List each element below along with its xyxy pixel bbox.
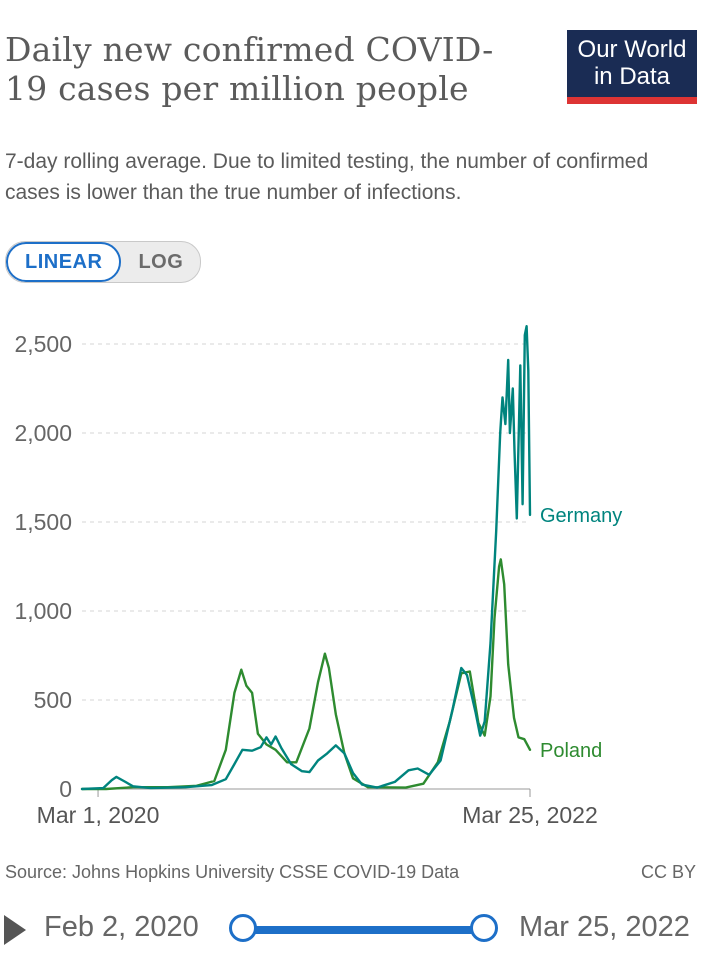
source-note: Source: Johns Hopkins University CSSE CO… [5,862,460,882]
timeline-start-label: Feb 2, 2020 [44,911,199,943]
logo-line-1: Our World [577,36,687,63]
y-tick-label: 2,500 [14,331,72,357]
timeline-slider: Feb 2, 2020 Mar 25, 2022 [0,905,704,955]
chart-title: Daily new confirmed COVID-19 cases per m… [5,30,494,108]
y-tick-label: 1,000 [14,598,72,624]
y-tick-label: 2,000 [14,420,72,446]
owid-logo[interactable]: Our World in Data [567,30,697,104]
linear-scale-button[interactable]: LINEAR [6,242,122,282]
y-tick-label: 1,500 [14,509,72,535]
license-link[interactable]: CC BY [640,862,696,882]
series-line-poland[interactable] [80,558,532,791]
scale-toggle: LINEAR LOG [5,241,202,283]
x-tick-label: Mar 25, 2022 [462,802,598,828]
series-line-germany[interactable] [80,325,532,791]
series-label-poland: Poland [540,740,602,762]
timeline-start-handle[interactable] [229,914,257,942]
y-tick-label: 0 [59,776,72,802]
logo-accent-bar [567,97,697,104]
y-tick-label: 500 [34,687,72,713]
timeline-end-handle[interactable] [470,914,498,942]
x-tick-label: Mar 1, 2020 [37,802,160,828]
timeline-end-label: Mar 25, 2022 [519,911,690,943]
chart-subtitle: 7-day rolling average. Due to limited te… [5,150,649,204]
logo-line-2: in Data [593,63,671,90]
line-chart: 0 500 1,000 1,500 2,000 2,500 Mar 1, 2020 Mar 2… [14,325,622,828]
play-icon[interactable] [4,915,26,945]
series-label-germany: Germany [540,505,622,527]
log-scale-button[interactable]: LOG [138,251,184,273]
timeline-track[interactable] [243,926,483,934]
